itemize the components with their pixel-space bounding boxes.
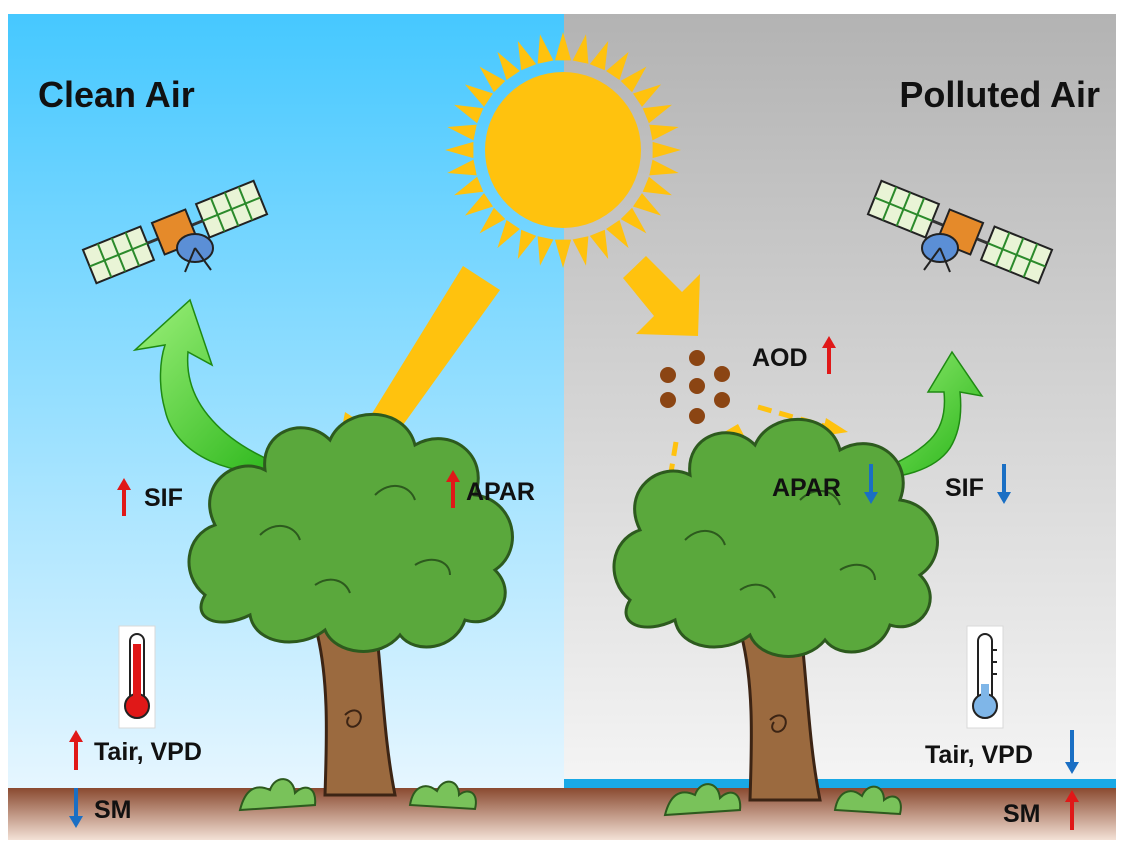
sun-ray (537, 34, 554, 64)
sm-increase-arrow (1065, 790, 1079, 830)
water-line (564, 779, 1116, 788)
sun-ray (652, 141, 681, 159)
thermometer-cold-icon (966, 625, 1004, 729)
sun-ray (497, 51, 520, 80)
sif-emission-arrow (132, 298, 301, 475)
sun-ray (517, 229, 537, 259)
sun-ray (589, 41, 609, 71)
sun-ray (589, 229, 609, 259)
sun-ray (633, 193, 662, 216)
sun-ray (454, 104, 484, 124)
soil (8, 788, 1116, 840)
polluted-air-title: Polluted Air (899, 74, 1100, 115)
apar-increase-arrow (446, 470, 460, 508)
sun-ray (642, 104, 672, 124)
left-sm-label: SM (94, 796, 132, 824)
tair-vpd-increase-arrow (69, 730, 83, 770)
sun-ray (445, 141, 474, 159)
sun-ray (633, 84, 662, 107)
sun-ray (572, 34, 589, 64)
right-aod-label: AOD (752, 344, 808, 372)
incoming-light-arrow-polluted (623, 256, 700, 336)
left-apar-label: APAR (466, 478, 535, 506)
sun-ray (447, 159, 477, 176)
sun-ray (649, 124, 679, 141)
apar-decrease-arrow (864, 464, 878, 504)
aerosol-particles (660, 350, 730, 424)
sun-ray (642, 176, 672, 196)
clean-air-title: Clean Air (38, 74, 195, 115)
sun-ray (554, 32, 572, 61)
right-tair-vpd-label: Tair, VPD (925, 741, 1033, 769)
polluted-air-sky (564, 14, 1116, 790)
sun-ray (537, 236, 554, 266)
sm-decrease-arrow (69, 788, 83, 828)
sun-ray (497, 220, 520, 249)
scattered-light-arrow (757, 404, 829, 430)
sun-ray (606, 51, 629, 80)
left-sif-label: SIF (144, 484, 183, 512)
tair-vpd-decrease-arrow (1065, 730, 1079, 774)
right-apar-label: APAR (772, 474, 841, 502)
sun-ray (572, 236, 589, 266)
sun-ray (479, 66, 506, 93)
aod-increase-arrow (822, 336, 836, 374)
right-sm-label: SM (1003, 800, 1041, 828)
sif-emission-arrow-polluted (861, 350, 984, 479)
scattered-light-arrow (661, 441, 679, 516)
sun-ray (620, 207, 647, 234)
left-tair-vpd-label: Tair, VPD (94, 738, 202, 766)
sun-ray (554, 239, 572, 268)
clean-air-sky (8, 14, 564, 790)
sun-ray (649, 159, 679, 176)
sun-ray (479, 207, 506, 234)
sun-ray (620, 66, 647, 93)
sun-ray (454, 176, 484, 196)
right-sif-label: SIF (945, 474, 984, 502)
sun-ray (517, 41, 537, 71)
sif-increase-arrow (117, 478, 131, 516)
thermometer-hot-icon (118, 625, 156, 729)
sun-ray (464, 84, 493, 107)
sun-ray (447, 124, 477, 141)
sun-ray (464, 193, 493, 216)
sun-ray (606, 220, 629, 249)
sif-decrease-arrow (997, 464, 1011, 504)
sun-icon (445, 32, 681, 268)
